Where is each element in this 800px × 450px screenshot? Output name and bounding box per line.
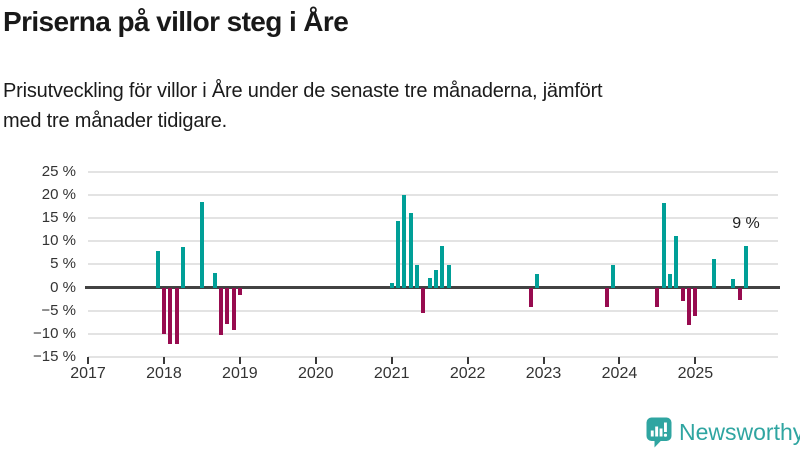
bar-2021-08 <box>433 270 438 288</box>
bar-2019-01 <box>237 287 242 295</box>
x-axis-tick-label: 2022 <box>449 365 486 382</box>
bar-2021-04 <box>408 212 413 288</box>
x-axis-tick-label: 2025 <box>677 365 714 382</box>
bar-2018-10 <box>218 287 223 335</box>
bar-2018-03 <box>174 287 179 344</box>
x-axis-tick-label: 2023 <box>525 365 562 382</box>
gridline <box>88 217 778 220</box>
bar-2018-01 <box>161 287 166 334</box>
x-axis-tick-label: 2020 <box>297 365 334 382</box>
bar-2021-10 <box>446 264 451 288</box>
gridline <box>88 170 778 173</box>
x-axis-tick <box>618 357 621 364</box>
bar-2018-12 <box>231 287 236 331</box>
bar-2018-07 <box>199 202 204 288</box>
x-axis-tick-label: 2017 <box>70 365 106 382</box>
y-axis-tick-label: 25 % <box>41 162 76 180</box>
x-axis-tick-label: 2024 <box>601 365 638 382</box>
x-axis-tick <box>390 357 393 364</box>
bar-2025-07 <box>731 279 736 288</box>
gridline <box>88 263 778 266</box>
bar-2025-09 <box>744 245 748 288</box>
y-axis-tick-label: −10 % <box>33 324 76 342</box>
gridline <box>88 332 778 335</box>
bar-2023-11 <box>604 287 609 308</box>
bar-2021-01 <box>389 282 394 288</box>
bar-2021-03 <box>402 194 407 288</box>
zero-axis-line <box>85 286 780 290</box>
y-axis-tick-label: 15 % <box>41 209 76 227</box>
bar-2021-02 <box>396 221 401 288</box>
bar-2018-09 <box>212 272 217 288</box>
bar-2018-11 <box>225 287 230 324</box>
bar-2024-10 <box>674 236 679 288</box>
x-axis-tick <box>694 357 697 364</box>
x-axis-tick <box>542 357 545 364</box>
bar-2022-11 <box>528 287 533 307</box>
y-axis-tick-label: 10 % <box>41 232 76 250</box>
bar-2025-08 <box>737 287 742 301</box>
bar-2022-12 <box>535 274 540 288</box>
bar-2024-11 <box>680 287 685 302</box>
x-axis-tick-label: 2021 <box>373 365 410 382</box>
bar-2025-01 <box>693 287 698 317</box>
bar-2024-09 <box>668 274 673 288</box>
brand-name: Newsworthy <box>679 419 800 445</box>
gridline <box>88 309 778 312</box>
x-axis-tick-label: 2019 <box>222 365 258 382</box>
y-axis-tick-label: 20 % <box>41 186 76 204</box>
gridline <box>88 355 778 358</box>
bar-chart-speech-bubble-icon <box>646 417 672 448</box>
bar-2023-12 <box>611 264 616 288</box>
gridline <box>88 240 778 243</box>
bar-2024-12 <box>687 287 692 326</box>
bar-2021-05 <box>415 264 419 288</box>
bar-2024-08 <box>661 202 666 288</box>
x-axis-tick <box>466 357 469 364</box>
chart-subtitle: Prisutveckling för villor i Åre under de… <box>3 76 603 136</box>
last-value-annotation: 9 % <box>732 214 760 232</box>
bar-2021-07 <box>427 278 432 288</box>
subtitle-line-2: med tre månader tidigare. <box>3 110 228 132</box>
page-title: Priserna på villor steg i Åre <box>3 6 349 37</box>
y-axis-tick-label: −15 % <box>33 347 76 365</box>
x-axis-tick <box>314 357 317 364</box>
bar-2017-12 <box>155 251 160 288</box>
bar-2021-06 <box>421 287 426 313</box>
y-axis-tick-label: −5 % <box>41 301 76 319</box>
bar-2025-04 <box>712 258 717 288</box>
x-axis-tick <box>87 357 89 364</box>
y-axis-tick-label: 0 % <box>50 278 76 296</box>
bar-2021-09 <box>440 245 445 288</box>
x-axis-tick <box>238 357 241 364</box>
x-axis-tick <box>162 357 165 364</box>
bar-2024-07 <box>655 287 660 307</box>
subtitle-line-1: Prisutveckling för villor i Åre under de… <box>3 80 603 102</box>
y-axis-tick-label: 5 % <box>50 255 76 273</box>
x-axis-tick-label: 2018 <box>146 365 182 382</box>
bar-2018-02 <box>168 287 173 345</box>
gridline <box>88 194 778 197</box>
bar-2018-04 <box>180 247 185 288</box>
